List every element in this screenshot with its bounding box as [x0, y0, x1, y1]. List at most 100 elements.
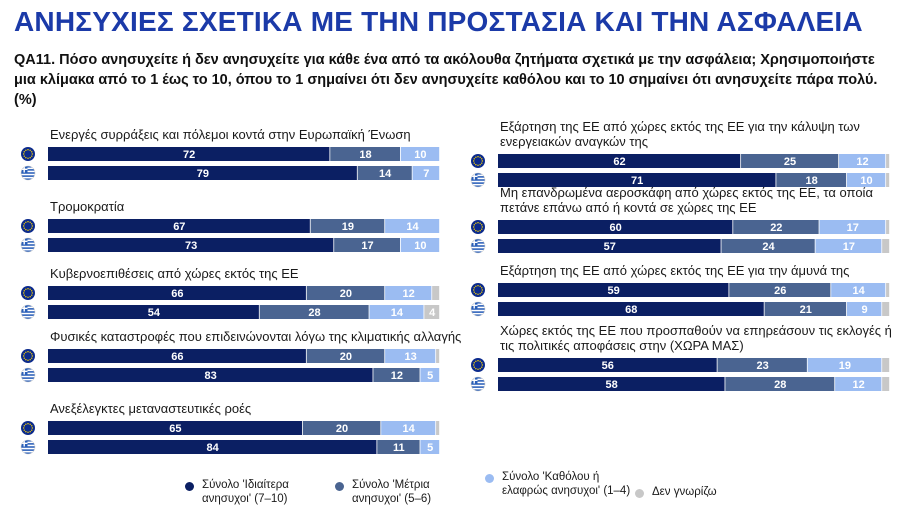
question-group: Εξάρτηση της ΕΕ από χώρες εκτός της ΕΕ γ… [470, 263, 890, 317]
group-label: Ανεξέλεγκτες μεταναστευτικές ροές [50, 401, 251, 416]
bar-segment-dont-know [882, 358, 890, 372]
bar-segment-very [498, 358, 717, 372]
data-label: 25 [784, 156, 796, 168]
data-label: 66 [171, 288, 183, 300]
data-label: 5 [427, 370, 433, 382]
data-label: 12 [403, 288, 415, 300]
bar-segment-little [807, 358, 882, 372]
bar-segment-dont-know [432, 286, 440, 300]
bar-segment-dont-know [886, 173, 890, 187]
bar-segment-moderate [306, 286, 385, 300]
greece-flag-icon [470, 238, 486, 254]
bar-segment-little [846, 302, 882, 316]
data-label: 59 [608, 285, 620, 297]
data-label: 13 [404, 351, 416, 363]
eu-flag-icon [21, 219, 35, 233]
group-label: τις πολιτικές αποφάσεις στην (ΧΩΡΑ ΜΑΣ) [500, 338, 744, 353]
bar-segment-moderate [330, 147, 400, 161]
data-label: 14 [853, 285, 866, 297]
bar-segment-dont-know [886, 154, 890, 168]
data-label: 72 [183, 149, 195, 161]
bar-segment-moderate [729, 283, 831, 297]
group-label: Κυβερνοεπιθέσεις από χώρες εκτός της ΕΕ [50, 266, 299, 281]
legend-item-very-concerned: Σύνολο 'Ιδιαίτερα ανησυχοι' (7–10) [185, 478, 335, 506]
data-label: 11 [393, 442, 405, 454]
data-label: 66 [171, 351, 183, 363]
bar-segment-dont-know [886, 220, 890, 234]
question-group: Χώρες εκτός της ΕΕ που προσπαθούν να επη… [470, 323, 892, 392]
bar-segment-little [831, 283, 886, 297]
bar-segment-very [48, 286, 306, 300]
bar-segment-little [381, 421, 436, 435]
bar-segment-little [369, 305, 424, 319]
group-label: Εξάρτηση της ΕΕ από χώρες εκτός της ΕΕ γ… [500, 119, 860, 134]
legend-item-dont-know: Δεν γνωρίζω [635, 485, 775, 499]
data-label: 22 [770, 222, 782, 234]
eu-flag-icon [471, 220, 485, 234]
legend-item-moderately-concerned: Σύνολο 'Μέτρια ανησυχοι' (5–6) [335, 478, 480, 506]
data-label: 14 [379, 168, 392, 180]
data-label: 23 [756, 360, 768, 372]
legend-label: Σύνολο 'Καθόλου ή ελαφρώς ανησυχοι' (1–4… [502, 471, 631, 497]
data-label: 7 [423, 168, 429, 180]
bar-segment-very [498, 377, 725, 391]
legend-item-not-concerned: Σύνολο 'Καθόλου ή ελαφρώς ανησυχοι' (1–4… [485, 470, 635, 498]
greece-flag-icon [470, 172, 486, 188]
bar-segment-moderate [373, 368, 420, 382]
bar-segment-dont-know [424, 305, 440, 319]
bar-segment-very [48, 238, 334, 252]
bar-segment-moderate [717, 358, 807, 372]
data-label: 79 [197, 168, 209, 180]
page-title: ΑΝΗΣΥΧΙΕΣ ΣΧΕΤΙΚΑ ΜΕ ΤΗΝ ΠΡΟΣΤΑΣΙΑ ΚΑΙ Τ… [14, 6, 863, 37]
data-label: 65 [169, 423, 181, 435]
data-label: 14 [403, 423, 416, 435]
group-label: πετάνε επάνω από ή κοντά σε χώρες της ΕΕ [500, 200, 757, 215]
bar-segment-dont-know [882, 302, 890, 316]
data-label: 21 [800, 304, 812, 316]
bar-segment-very [48, 219, 310, 233]
legend-swatch-icon [335, 482, 344, 491]
eu-flag-icon [471, 358, 485, 372]
bar-segment-moderate [306, 349, 385, 363]
bar-segment-moderate [733, 220, 819, 234]
bar-segment-moderate [259, 305, 369, 319]
data-label: 28 [308, 307, 320, 319]
data-label: 58 [606, 379, 618, 391]
bar-segment-little [420, 368, 440, 382]
legend-swatch-icon [185, 482, 194, 491]
bar-segment-very [48, 147, 330, 161]
group-label: Μη επανδρωμένα αεροσκάφη από χώρες εκτός… [500, 185, 873, 200]
group-label: Τρομοκρατία [50, 199, 125, 214]
bar-segment-little [815, 239, 882, 253]
group-label: Χώρες εκτός της ΕΕ που προσπαθούν να επη… [500, 323, 892, 338]
bar-segment-very [48, 166, 357, 180]
greece-flag-icon [470, 301, 486, 317]
legend-label: Δεν γνωρίζω [652, 486, 717, 498]
bar-segment-very [498, 302, 764, 316]
eu-flag-icon [471, 154, 485, 168]
group-label: Ενεργές συρράξεις και πόλεμοι κοντά στην… [50, 127, 411, 142]
data-label: 28 [774, 379, 786, 391]
greece-flag-icon [20, 165, 36, 181]
data-label: 18 [805, 175, 817, 187]
data-label: 73 [185, 240, 197, 252]
data-label: 19 [342, 221, 354, 233]
data-label: 68 [625, 304, 637, 316]
data-label: 17 [847, 222, 859, 234]
data-label: 67 [173, 221, 185, 233]
data-label: 56 [602, 360, 614, 372]
data-label: 10 [414, 240, 426, 252]
bar-segment-little [819, 220, 886, 234]
bar-segment-dont-know [882, 239, 890, 253]
data-label: 10 [414, 149, 426, 161]
data-label: 24 [762, 241, 775, 253]
data-label: 4 [429, 307, 436, 319]
bar-segment-very [48, 305, 259, 319]
bar-segment-little [385, 349, 436, 363]
bar-segment-very [48, 349, 306, 363]
data-label: 12 [853, 379, 865, 391]
bar-segment-moderate [721, 239, 815, 253]
legend-swatch-icon [485, 474, 494, 483]
bar-segment-moderate [377, 440, 420, 454]
